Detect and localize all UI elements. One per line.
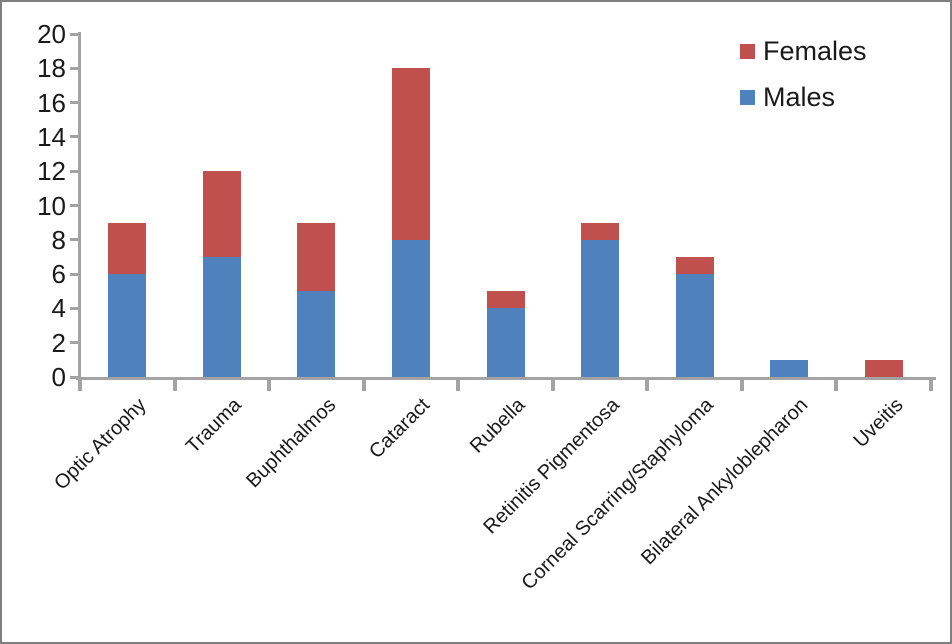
y-axis-tick [70, 375, 78, 379]
y-axis-tick-label: 20 [37, 19, 66, 49]
bar-segment-males [108, 274, 147, 377]
y-axis-tick-label: 18 [37, 53, 66, 84]
bar-segment-males [202, 256, 241, 377]
bar-segment-females [675, 256, 714, 275]
x-axis-tick [550, 380, 555, 391]
y-axis-tick-label: 2 [51, 327, 66, 358]
y-axis-tick [70, 169, 78, 173]
y-axis-tick-label: 10 [37, 190, 66, 221]
y-axis-tick-label: 8 [51, 224, 66, 255]
y-axis-tick-label: 4 [51, 293, 66, 324]
legend-label-females: Females [763, 35, 867, 66]
bar-segment-males [581, 239, 620, 377]
x-axis-tick [645, 380, 650, 391]
legend-swatch-females-icon [740, 43, 755, 59]
bar-segment-males [675, 274, 714, 377]
x-axis-tick [361, 380, 366, 391]
bar-segment-males [297, 291, 336, 377]
bar-segment-males [486, 308, 525, 377]
y-axis-tick-label: 16 [37, 87, 66, 118]
legend: Females Males [740, 28, 867, 120]
x-axis-tick [456, 380, 461, 391]
x-axis-label: Corneal Scarring/Staphyloma [517, 394, 719, 595]
y-axis-tick [70, 341, 78, 345]
x-axis-line [76, 377, 936, 380]
y-axis-tick [70, 306, 78, 310]
y-axis-tick [70, 66, 78, 70]
legend-swatch-males-icon [740, 89, 755, 105]
bar-segment-females [581, 222, 620, 240]
x-axis-tick [739, 380, 744, 391]
y-axis-tick [70, 101, 78, 105]
x-axis-tick [78, 380, 82, 391]
y-axis-line [78, 32, 81, 380]
x-axis-tick [834, 380, 839, 391]
x-axis-tick [929, 380, 933, 391]
bar-segment-males [770, 359, 809, 377]
bar-segment-females [297, 222, 336, 292]
bar-segment-females [391, 68, 430, 240]
x-axis-label: Rubella [465, 394, 530, 458]
y-axis-tick [70, 32, 78, 36]
y-axis-tick-label: 14 [37, 121, 66, 152]
x-axis-label: Trauma [181, 394, 246, 458]
bar-segment-females [864, 359, 903, 377]
bar-segment-females [108, 222, 147, 275]
y-axis-tick-label: 6 [51, 259, 66, 290]
x-axis-label: Buphthalmos [241, 394, 340, 493]
y-axis-tick-label: 0 [51, 362, 66, 392]
bar-segment-females [202, 171, 241, 257]
y-axis-tick [70, 135, 78, 139]
legend-item-females: Females [740, 28, 867, 74]
x-axis-tick [172, 380, 177, 391]
x-axis-label: Uveitis [849, 394, 908, 452]
bar-segment-males [391, 239, 430, 377]
y-axis-tick [70, 204, 78, 207]
y-axis-tick [70, 272, 78, 276]
bar-segment-females [486, 291, 525, 309]
y-axis-tick [70, 238, 78, 242]
x-axis-label: Bilateral Ankyloblepharon [637, 394, 813, 570]
legend-label-males: Males [763, 81, 836, 112]
x-axis-label: Cataract [365, 394, 435, 464]
x-axis-label: Optic Atrophy [50, 394, 151, 495]
legend-item-males: Males [740, 74, 867, 120]
x-axis-tick [267, 380, 272, 391]
y-axis-tick-label: 12 [37, 156, 66, 187]
